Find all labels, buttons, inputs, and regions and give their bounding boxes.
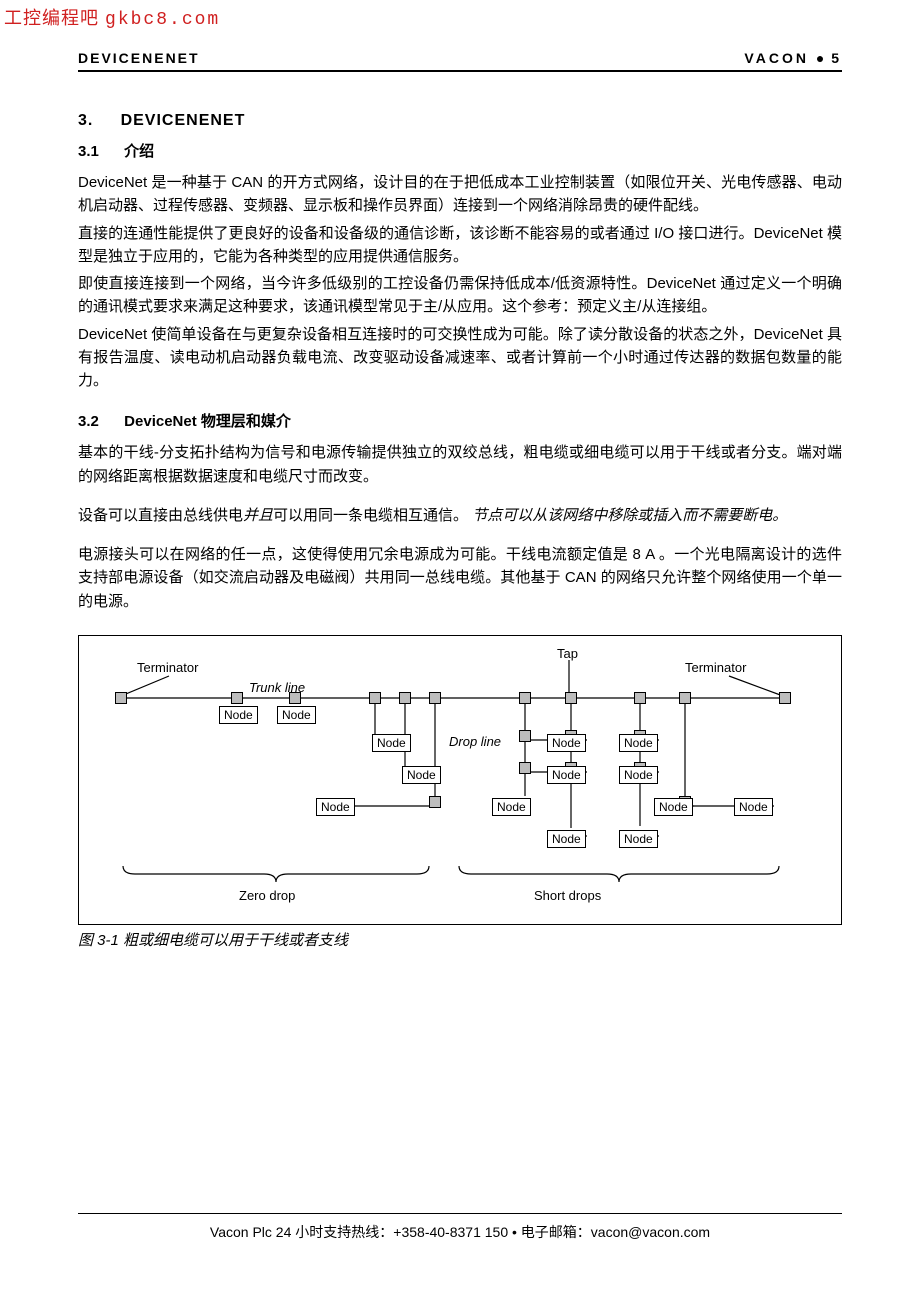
tap-square (634, 692, 646, 704)
watermark: 工控编程吧 gkbc8.com (4, 4, 220, 30)
node-box: Node (547, 734, 586, 752)
tap-square (369, 692, 381, 704)
page-body: DEVICENENET VACON ● 5 3. DEVICENENET 3.1… (0, 0, 920, 990)
p6b: 并且 (243, 507, 273, 524)
tap-square (115, 692, 127, 704)
node-box: Node (277, 706, 316, 724)
figure-label: Drop line (449, 734, 501, 749)
watermark-text: 工控编程吧 (4, 8, 99, 28)
node-box: Node (492, 798, 531, 816)
node-box: Node (734, 798, 773, 816)
node-box: Node (547, 766, 586, 784)
tap-square (779, 692, 791, 704)
footer-email: vacon@vacon.com (591, 1224, 710, 1240)
node-box: Node (619, 766, 658, 784)
figure-caption: 图 3-1 粗或细电缆可以用于干线或者支线 (78, 929, 842, 950)
section-name: DEVICENENET (121, 112, 246, 129)
tap-square (565, 692, 577, 704)
footer-prefix: Vacon Plc 24 小时支持热线： (210, 1224, 393, 1240)
section-number: 3. (78, 112, 93, 129)
tap-square (429, 692, 441, 704)
node-box: Node (619, 830, 658, 848)
figure-svg (79, 636, 841, 924)
p6c: 可以用同一条电缆相互通信。 (273, 507, 468, 524)
figure-label: Trunk line (249, 680, 305, 695)
p6a: 设备可以直接由总线供电 (78, 507, 243, 524)
figure-label: Short drops (534, 888, 601, 903)
figure-label: Terminator (685, 660, 746, 675)
tap-square (519, 730, 531, 742)
paragraph: 即使直接连接到一个网络，当今许多低级别的工控设备仍需保持低成本/低资源特性。De… (78, 272, 842, 319)
subsection-3-2: 3.2 DeviceNet 物理层和媒介 (78, 410, 842, 431)
paragraph: DeviceNet 使简单设备在与更复杂设备相互连接时的可交换性成为可能。除了读… (78, 323, 842, 393)
watermark-url: gkbc8.com (105, 10, 220, 30)
tap-square (519, 762, 531, 774)
header-dot: ● (816, 50, 824, 66)
sub32-number: 3.2 (78, 413, 120, 430)
tap-square (231, 692, 243, 704)
tap-square (399, 692, 411, 704)
tap-square (679, 692, 691, 704)
figure-label: Tap (557, 646, 578, 661)
sub32-title: DeviceNet 物理层和媒介 (124, 413, 291, 430)
node-box: Node (619, 734, 658, 752)
paragraph: 直接的连通性能提供了更良好的设备和设备级的通信诊断，该诊断不能容易的或者通过 I… (78, 222, 842, 269)
footer-phone: +358-40-8371 150 (393, 1224, 508, 1240)
paragraph: 设备可以直接由总线供电并且可以用同一条电缆相互通信。 节点可以从该网络中移除或插… (78, 504, 842, 527)
header-left: DEVICENENET (78, 50, 200, 66)
header-brand: VACON (744, 50, 809, 66)
node-box: Node (654, 798, 693, 816)
paragraph: 基本的干线-分支拓扑结构为信号和电源传输提供独立的双绞总线，粗电缆或细电缆可以用… (78, 441, 842, 488)
header-right: VACON ● 5 (744, 50, 842, 66)
figure-label: Terminator (137, 660, 198, 675)
tap-square (429, 796, 441, 808)
paragraph: DeviceNet 是一种基于 CAN 的开方式网络，设计目的在于把低成本工业控… (78, 171, 842, 218)
sub31-number: 3.1 (78, 143, 120, 160)
footer-bullet: • (512, 1224, 517, 1240)
p6d: 节点可以从该网络中移除或插入而不需要断电。 (472, 507, 787, 524)
node-box: Node (316, 798, 355, 816)
figure-topology: Node Node Node Node Node Node Node Node Node Node… (78, 635, 842, 925)
section-title: 3. DEVICENENET (78, 112, 842, 130)
node-box: Node (547, 830, 586, 848)
footer-email-label: 电子邮箱： (521, 1224, 591, 1240)
tap-square (519, 692, 531, 704)
page-footer: Vacon Plc 24 小时支持热线：+358-40-8371 150 • 电… (78, 1213, 842, 1242)
node-box: Node (372, 734, 411, 752)
sub31-title: 介绍 (124, 143, 154, 160)
paragraph: 电源接头可以在网络的任一点，这使得使用冗余电源成为可能。干线电流额定值是 8 A… (78, 543, 842, 613)
node-box: Node (402, 766, 441, 784)
running-header: DEVICENENET VACON ● 5 (78, 50, 842, 72)
node-box: Node (219, 706, 258, 724)
subsection-3-1: 3.1 介绍 (78, 140, 842, 161)
figure-label: Zero drop (239, 888, 295, 903)
page-number: 5 (831, 50, 842, 66)
